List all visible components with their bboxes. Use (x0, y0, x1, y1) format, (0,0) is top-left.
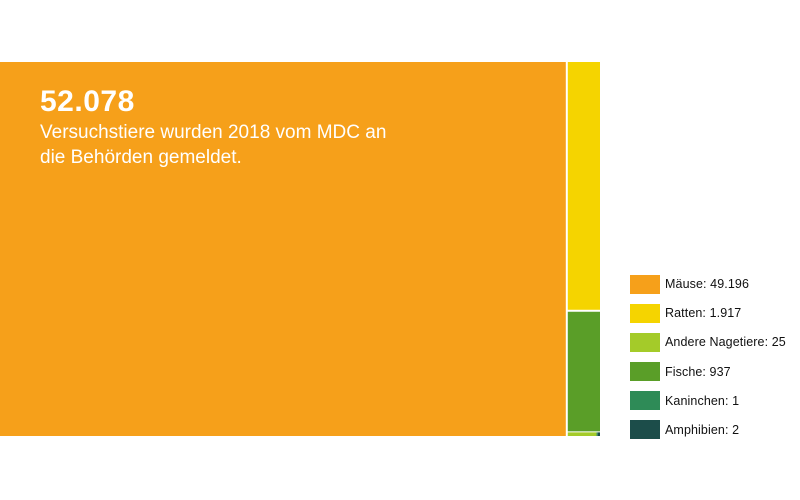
legend: Mäuse: 49.196 Ratten: 1.917 Andere Naget… (630, 274, 800, 449)
legend-item-ratten: Ratten: 1.917 (630, 303, 800, 323)
legend-swatch (630, 362, 660, 382)
legend-swatch (630, 391, 660, 411)
legend-swatch (630, 303, 660, 323)
treemap-tile-fische (567, 311, 600, 432)
legend-item-maeuse: Mäuse: 49.196 (630, 274, 800, 294)
subtitle: Versuchstiere wurden 2018 vom MDC an die… (40, 122, 387, 168)
legend-item-fische: Fische: 937 (630, 362, 800, 382)
legend-label: Kaninchen: 1 (665, 393, 740, 408)
legend-label: Andere Nagetiere: 25 (665, 335, 786, 350)
treemap-tile-maeuse (0, 62, 566, 436)
legend-label: Amphibien: 2 (665, 422, 740, 437)
legend-item-andere-nagetiere: Andere Nagetiere: 25 (630, 332, 800, 352)
legend-swatch (630, 420, 660, 440)
treemap-chart (0, 62, 600, 436)
treemap-tile-kaninchen (596, 432, 598, 436)
legend-item-kaninchen: Kaninchen: 1 (630, 391, 800, 411)
legend-label: Mäuse: 49.196 (665, 277, 749, 291)
headline: 52.078 Versuchstiere wurden 2018 vom MDC… (40, 84, 400, 170)
total-count: 52.078 (40, 85, 135, 118)
treemap-svg (0, 62, 600, 436)
legend-swatch (630, 332, 660, 352)
treemap-tile-amphibien (597, 432, 600, 436)
legend-label: Fische: 937 (665, 364, 731, 379)
legend-label: Ratten: 1.917 (665, 306, 742, 321)
legend-swatch (630, 274, 660, 294)
treemap-tile-andere-nagetiere (567, 432, 597, 436)
treemap-tile-ratten (567, 62, 600, 310)
legend-item-amphibien: Amphibien: 2 (630, 420, 800, 440)
